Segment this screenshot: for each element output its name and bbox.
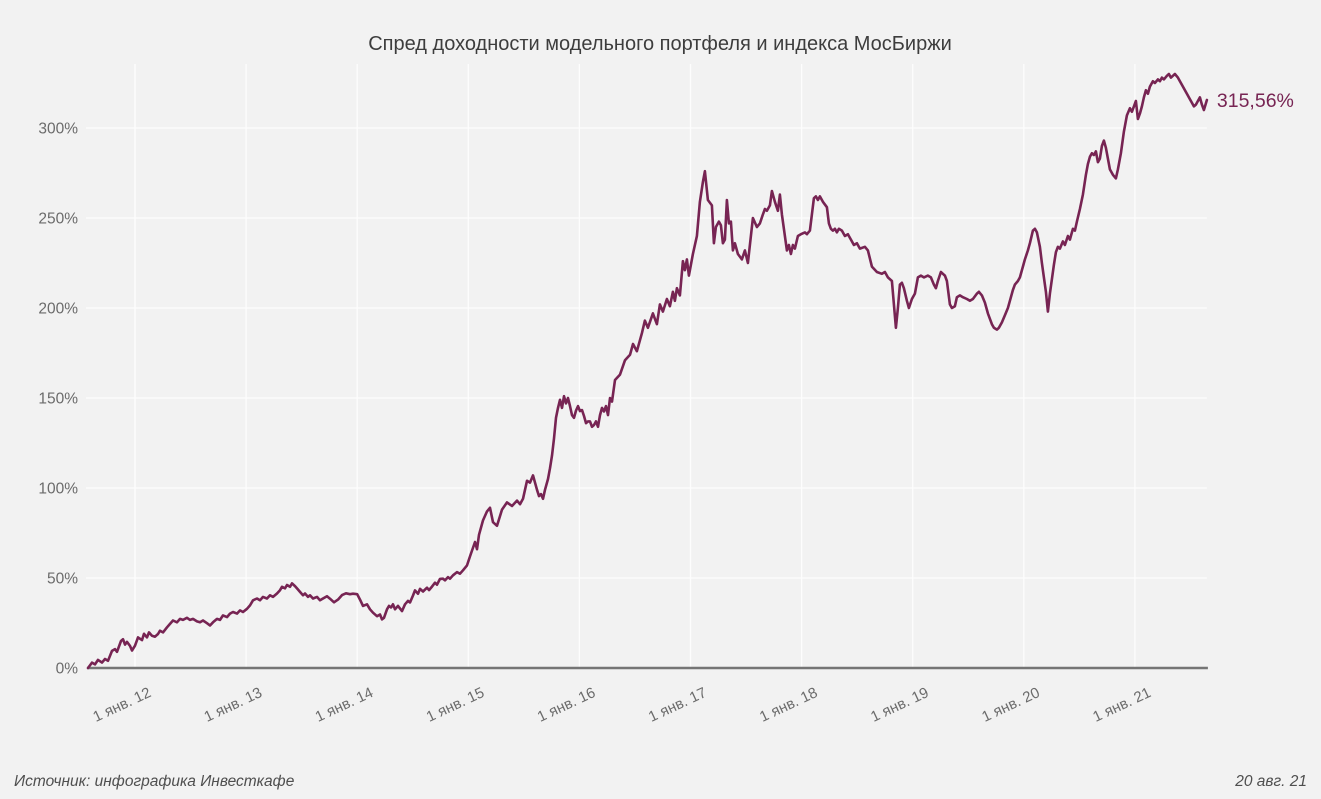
chart-title: Спред доходности модельного портфеля и и… xyxy=(368,33,952,55)
last-value-label: 315,56% xyxy=(1217,90,1294,112)
y-tick-label: 250% xyxy=(38,211,78,228)
source-note: Источник: инфографика Инвесткафе xyxy=(14,773,295,790)
horizontal-gridlines xyxy=(86,127,1207,579)
y-tick-label: 200% xyxy=(38,301,78,318)
y-tick-label: 0% xyxy=(56,661,79,678)
y-tick-label: 50% xyxy=(47,571,78,588)
series-line xyxy=(86,72,1209,670)
y-tick-label: 100% xyxy=(38,481,78,498)
vertical-gridlines xyxy=(134,64,1136,667)
date-note: 20 авг. 21 xyxy=(1234,773,1307,790)
y-tick-label: 300% xyxy=(38,121,78,138)
y-tick-label: 150% xyxy=(38,391,78,408)
y-axis-labels: 0% 50% 100% 150% 200% 250% 300% xyxy=(38,121,78,678)
